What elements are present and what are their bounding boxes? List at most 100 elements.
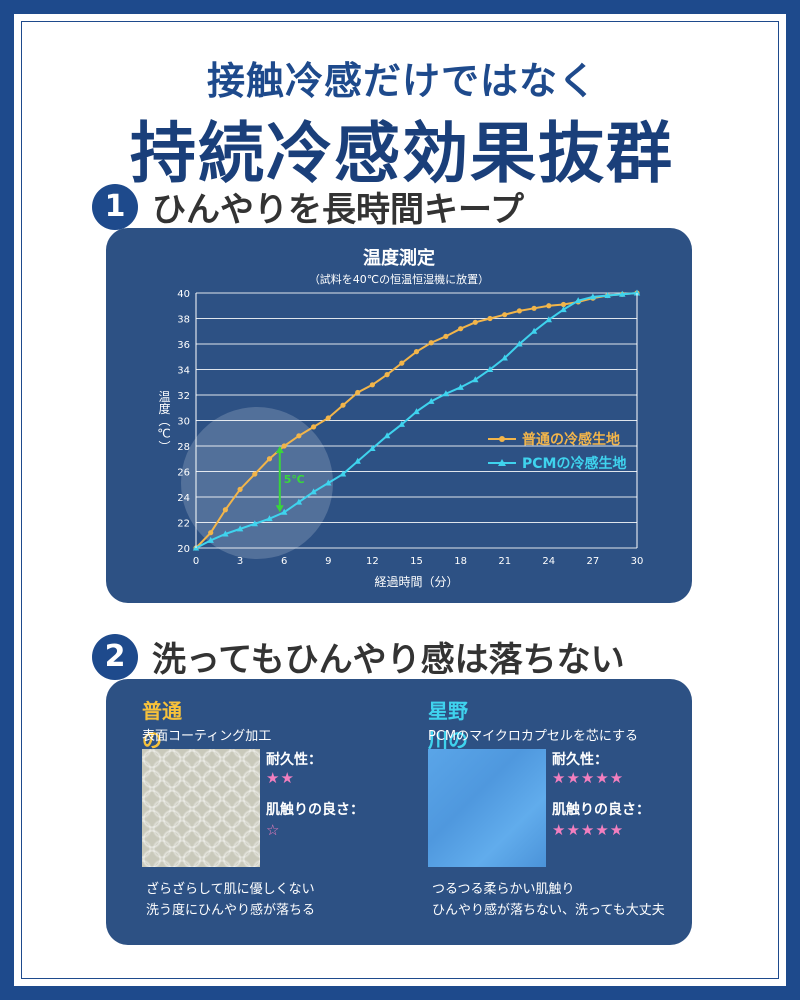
- x-tick-label: 15: [410, 556, 423, 567]
- x-tick-label: 24: [542, 556, 555, 567]
- data-point: [383, 432, 391, 439]
- x-tick-label: 3: [237, 556, 243, 567]
- data-point: [619, 290, 626, 297]
- data-point: [384, 372, 390, 378]
- data-point: [487, 315, 493, 322]
- data-point: [457, 383, 464, 390]
- data-point: [633, 289, 641, 296]
- data-point: [413, 408, 420, 415]
- x-tick-label: 30: [631, 556, 644, 567]
- data-point: [516, 340, 523, 347]
- data-point: [546, 303, 552, 309]
- data-point: [502, 312, 508, 318]
- page-frame: 接触冷感だけではなく 持続冷感効果抜群 1 ひんやりを長時間キープ 温度測定 （…: [12, 12, 788, 988]
- ordinary-durability-label: 耐久性：: [266, 752, 322, 768]
- chart-title: 温度測定: [363, 247, 435, 269]
- x-tick-label: 12: [366, 556, 379, 567]
- y-tick-label: 26: [177, 468, 190, 479]
- data-point: [442, 390, 450, 397]
- data-point: [428, 340, 434, 346]
- hoshinogawa-note-2: ひんやり感が落ちない、洗っても大丈夫: [432, 903, 665, 918]
- data-point: [604, 292, 611, 299]
- data-point: [560, 306, 567, 313]
- data-point: [281, 443, 287, 449]
- section1-heading: ひんやりを長時間キープ: [152, 190, 524, 230]
- data-point: [531, 305, 537, 311]
- data-point: [428, 397, 435, 404]
- temperature-chart: 温度測定 （試料を40℃の恒温恒湿機に放置） 5℃ 20222426283032…: [157, 247, 644, 589]
- data-point: [369, 382, 375, 388]
- data-point: [399, 360, 405, 366]
- ordinary-fabric-image: [142, 749, 260, 867]
- data-point: [222, 507, 228, 513]
- data-point: [339, 470, 347, 477]
- section1-number: 1: [92, 183, 138, 230]
- data-point: [281, 508, 288, 515]
- data-point: [266, 456, 273, 462]
- ordinary-touch-label: 肌触りの良さ：: [266, 802, 364, 818]
- section2-header: 2 洗ってもひんやり感は落ちない: [92, 632, 625, 681]
- annotation-arrowhead-top: [275, 446, 284, 453]
- data-point: [208, 530, 214, 536]
- hoshinogawa-description: PCMのマイクロカプセルを芯にする: [428, 729, 639, 744]
- hoshinogawa-note-1: つるつる柔らかい肌触り: [432, 882, 575, 897]
- data-point: [516, 308, 522, 314]
- hoshinogawa-durability-stars: ★★★★★: [552, 769, 625, 787]
- x-tick-label: 6: [281, 556, 287, 567]
- chart-panel: 温度測定 （試料を40℃の恒温恒湿機に放置） 5℃ 20 22 24 26 28 30 32…: [106, 228, 692, 603]
- ordinary-note-2: 洗う度にひんやり感が落ちる: [146, 903, 316, 918]
- data-point: [589, 293, 597, 300]
- data-point: [340, 402, 346, 408]
- legend-marker-1: [498, 459, 506, 466]
- data-point: [398, 420, 405, 427]
- y-tick-label: 30: [177, 417, 190, 428]
- data-point: [252, 471, 258, 477]
- data-point: [369, 445, 376, 452]
- annotation-label: 5℃: [284, 473, 305, 486]
- legend-label-1: PCMの冷感生地: [522, 455, 626, 472]
- data-point: [325, 415, 331, 421]
- ordinary-note-1: ざらざらして肌に優しくない: [146, 882, 315, 897]
- hoshinogawa-fabric-image: [428, 749, 546, 867]
- data-point: [325, 479, 332, 486]
- x-tick-label: 27: [587, 556, 600, 567]
- legend-label-0: 普通の冷感生地: [522, 431, 620, 448]
- headline-subtitle: 接触冷感だけではなく: [206, 59, 597, 103]
- data-point: [207, 536, 214, 543]
- x-tick-label: 21: [498, 556, 511, 567]
- data-point: [530, 327, 538, 334]
- y-tick-label: 32: [177, 391, 190, 402]
- data-point: [443, 333, 449, 339]
- ordinary-durability-stars: ★★: [266, 769, 295, 787]
- x-tick-label: 18: [454, 556, 467, 567]
- y-tick-label: 20: [177, 544, 190, 555]
- annotation-arrowhead-bottom: [275, 505, 284, 513]
- y-tick-label: 36: [177, 340, 190, 351]
- hoshinogawa-touch-label: 肌触りの良さ：: [552, 802, 650, 818]
- x-axis-label: 経過時間（分）: [374, 575, 458, 589]
- data-point: [310, 488, 317, 495]
- x-tick-label: 0: [193, 556, 199, 567]
- section2-number: 2: [92, 633, 138, 680]
- data-point: [296, 433, 302, 439]
- data-point: [266, 515, 273, 522]
- x-tick-label: 9: [325, 556, 331, 567]
- y-axis-label: 温度（℃）: [157, 390, 171, 452]
- data-point: [354, 457, 361, 464]
- legend-marker-0: [499, 436, 505, 442]
- y-tick-label: 28: [177, 442, 190, 453]
- data-point: [486, 366, 494, 372]
- hoshinogawa-durability-label: 耐久性：: [552, 752, 608, 768]
- comparison-panel: 普通のPCM生地 表面コーティング加工 耐久性： ★★ 肌触りの良さ： ☆ ざら…: [106, 679, 692, 945]
- data-point: [237, 486, 243, 492]
- ordinary-description: 表面コーティング加工: [142, 729, 272, 744]
- data-point: [560, 301, 567, 308]
- y-tick-label: 40: [177, 289, 190, 300]
- data-point: [251, 520, 258, 527]
- y-tick-label: 24: [177, 493, 190, 504]
- ordinary-touch-stars: ☆: [266, 821, 281, 839]
- chart-subtitle: （試料を40℃の恒温恒湿機に放置）: [309, 272, 489, 286]
- data-point: [222, 530, 229, 537]
- hoshinogawa-touch-stars: ★★★★★: [552, 821, 625, 839]
- data-point: [501, 354, 508, 361]
